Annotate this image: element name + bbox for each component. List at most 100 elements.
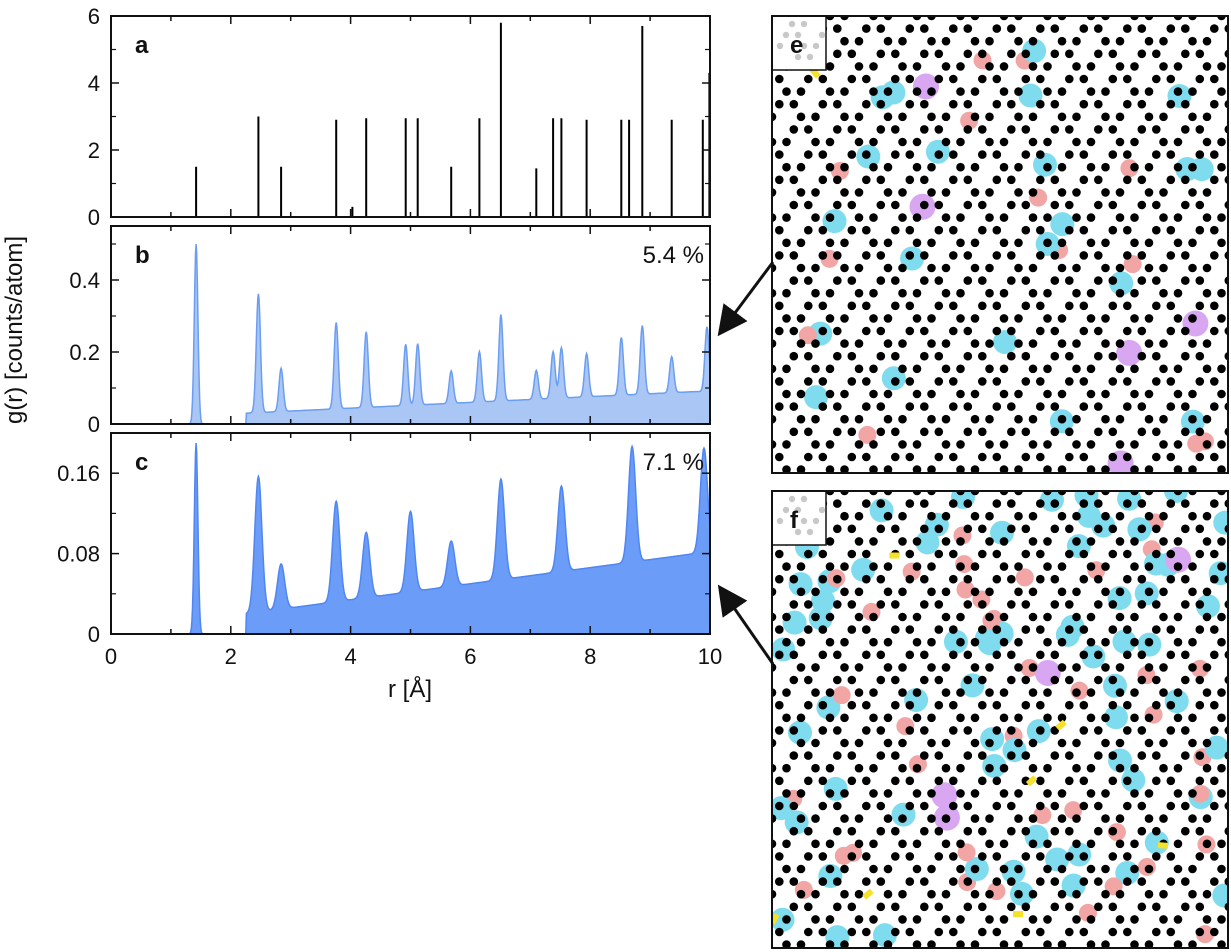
atom [970,940,980,948]
atom [999,288,1009,298]
atom [1108,351,1118,361]
atom [1130,839,1139,849]
atom [854,839,864,849]
atom [811,587,820,597]
atom [999,789,1009,798]
atom [782,612,791,622]
atom [782,162,791,172]
atom [1130,637,1139,647]
atom [941,263,951,273]
atom [1152,351,1161,361]
atom [1210,726,1219,735]
atom [1101,864,1110,874]
atom [941,112,951,122]
atom [811,738,820,748]
atom [1152,902,1161,912]
atom [970,491,980,496]
atom [912,314,922,323]
atom [869,238,878,248]
atom [891,452,900,462]
atom [1217,137,1226,147]
atom [1159,188,1168,197]
atom [1108,675,1118,685]
atom [789,251,799,260]
atom [1130,562,1139,571]
image-label-e: e [790,32,803,59]
atom [992,402,1002,411]
atom [934,751,944,760]
atom [775,549,784,559]
atom [1202,915,1212,924]
atom [978,776,987,786]
atom [912,62,922,71]
atom [775,150,784,159]
atom [1137,600,1147,609]
atom [804,852,813,861]
atom [833,49,842,59]
atom [1202,839,1212,849]
atom [956,713,965,723]
atom [1086,637,1096,647]
atom [1108,902,1118,912]
atom [1086,491,1096,496]
atom [905,726,915,735]
atom [920,675,929,685]
atom [825,440,835,449]
atom [891,826,900,836]
panel-frame-a [110,15,711,218]
atom [1159,62,1168,71]
atom [1043,789,1052,798]
atom [1144,263,1154,273]
yellow-bond [1055,719,1067,731]
atom [1195,276,1205,285]
inset-atom [812,517,820,525]
atom [1036,301,1045,311]
atom [1086,314,1096,323]
atom [833,524,842,534]
atom [876,24,886,33]
atom [927,864,936,874]
inset-atom [794,31,802,39]
atom [825,62,835,71]
atom [1217,62,1226,71]
atom [1137,200,1147,210]
atom [1007,524,1016,534]
atom [883,36,893,46]
atom [920,427,929,437]
atom [992,776,1002,786]
atom [1072,663,1081,672]
atom [1007,478,1016,487]
atom [869,612,878,622]
atom [1152,377,1161,386]
atom [1007,574,1016,584]
atom [862,574,871,584]
atom [1101,889,1110,899]
atom [869,940,878,948]
atom [956,864,965,874]
atom [1057,263,1067,273]
atom [992,549,1002,559]
atom [876,902,886,912]
atom [1115,889,1125,899]
atom [1188,389,1197,399]
atom [775,776,784,786]
atom [978,524,987,534]
atom [1166,574,1176,584]
atom [1050,24,1060,33]
atom [1079,726,1089,735]
atom [1210,24,1219,33]
atom [992,74,1002,84]
atom [970,263,980,273]
atom [854,36,864,46]
arrow-f [717,584,775,665]
atom [1202,511,1212,521]
atom [999,16,1009,21]
atom [876,99,886,109]
atom [1036,877,1045,886]
atom [1123,150,1132,159]
atom [1195,74,1205,84]
atom [1188,864,1197,874]
inset-atom [818,31,826,39]
